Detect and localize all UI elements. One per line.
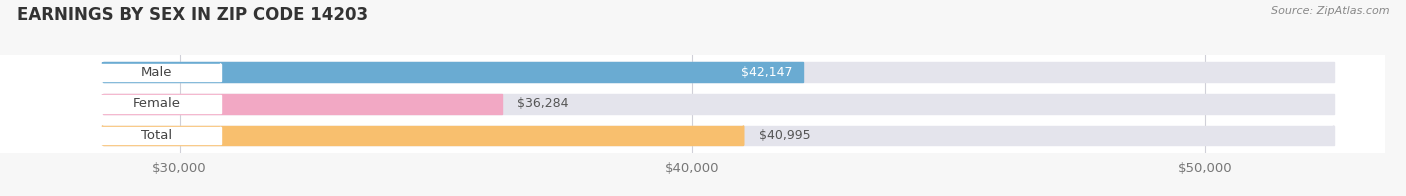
Text: Source: ZipAtlas.com: Source: ZipAtlas.com — [1271, 6, 1389, 16]
Text: Female: Female — [132, 97, 180, 110]
Text: $36,284: $36,284 — [517, 97, 569, 110]
Bar — [103, 63, 803, 82]
Bar — [93, 127, 221, 144]
Bar — [103, 94, 502, 114]
Text: $40,995: $40,995 — [759, 129, 810, 142]
Bar — [103, 63, 1334, 82]
Bar — [93, 64, 221, 81]
Text: $42,147: $42,147 — [741, 66, 793, 79]
Text: Male: Male — [141, 66, 172, 79]
Bar — [103, 126, 1334, 145]
Bar — [103, 126, 744, 145]
Bar — [103, 94, 1334, 114]
Bar — [93, 95, 221, 113]
Text: Total: Total — [141, 129, 172, 142]
Text: EARNINGS BY SEX IN ZIP CODE 14203: EARNINGS BY SEX IN ZIP CODE 14203 — [17, 6, 368, 24]
